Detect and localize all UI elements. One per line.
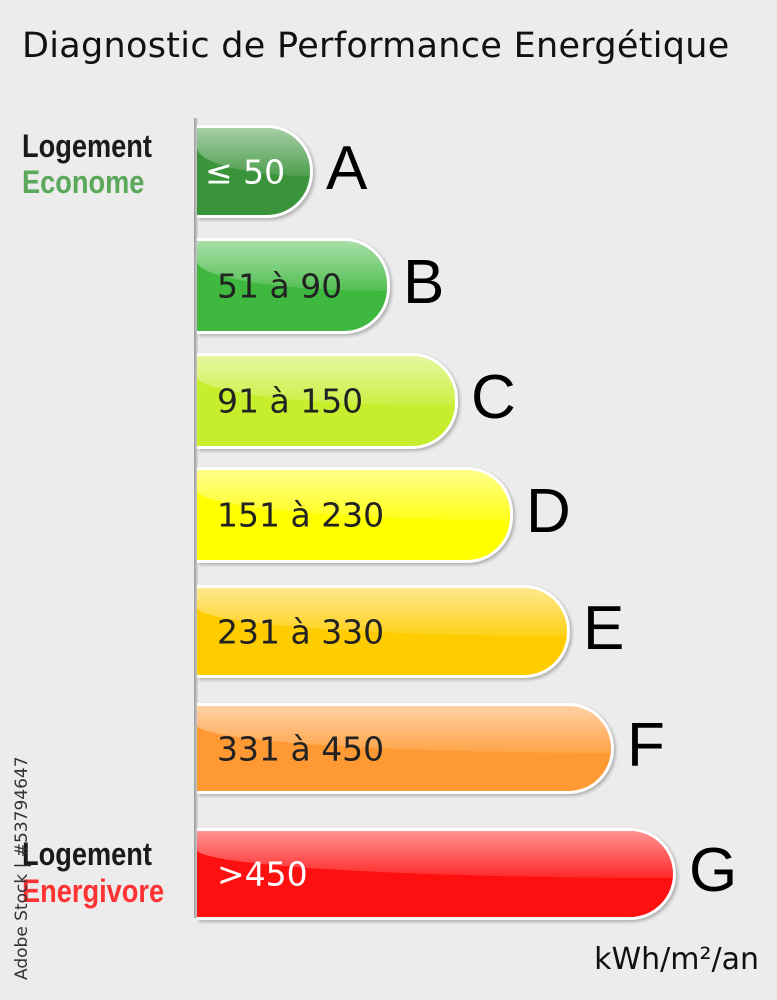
class-letter-g: G	[689, 836, 738, 905]
energy-bar-f: 331 à 450	[197, 703, 614, 794]
unit-label: kWh/m²/an	[594, 942, 759, 977]
label-logement-top: Logement	[22, 128, 152, 164]
class-letter-d: D	[526, 477, 571, 546]
range-label: 91 à 150	[217, 381, 364, 421]
label-econome: Econome	[22, 164, 145, 200]
range-label: 151 à 230	[217, 495, 385, 535]
scale-axis-line	[194, 118, 198, 918]
class-letter-c: C	[471, 363, 516, 432]
label-energivore: Energivore	[22, 873, 165, 909]
range-label: ≤ 50	[205, 152, 286, 191]
class-letter-b: B	[403, 248, 445, 317]
watermark: Adobe Stock | #53794647	[12, 756, 32, 980]
range-label: 331 à 450	[217, 729, 385, 768]
range-label: 231 à 330	[217, 612, 385, 651]
energy-bar-b: 51 à 90	[197, 238, 390, 334]
energy-bar-c: 91 à 150	[197, 353, 458, 449]
label-logement-bottom: Logement	[22, 836, 152, 872]
class-letter-f: F	[627, 710, 665, 780]
energy-bar-a: ≤ 50	[197, 125, 313, 218]
class-letter-a: A	[326, 133, 368, 203]
range-label: 51 à 90	[217, 266, 343, 306]
page-title: Diagnostic de Performance Energétique	[22, 26, 730, 66]
range-label: >450	[217, 854, 308, 894]
class-letter-e: E	[583, 593, 625, 663]
energy-bar-e: 231 à 330	[197, 585, 570, 678]
energy-bar-g: >450	[197, 828, 676, 920]
energy-bar-d: 151 à 230	[197, 467, 513, 563]
